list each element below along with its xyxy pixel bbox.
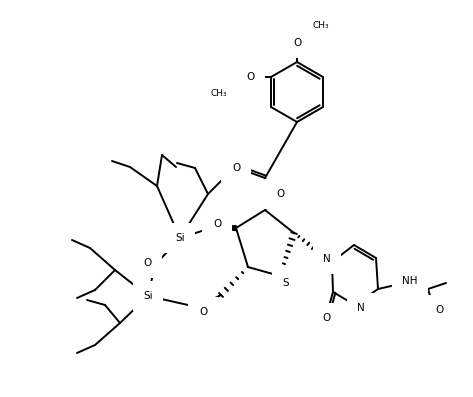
- Text: O: O: [232, 163, 240, 173]
- Text: CH₃: CH₃: [313, 21, 329, 29]
- Text: Si: Si: [175, 233, 185, 243]
- Text: O: O: [143, 258, 151, 268]
- Text: Si: Si: [143, 291, 153, 301]
- Text: O: O: [213, 219, 221, 229]
- Text: CH₃: CH₃: [210, 89, 228, 98]
- Text: O: O: [293, 38, 301, 48]
- Text: O: O: [435, 305, 443, 315]
- Text: O: O: [276, 189, 284, 199]
- Polygon shape: [265, 196, 278, 210]
- Text: NH: NH: [402, 276, 418, 286]
- Text: O: O: [322, 313, 330, 323]
- Text: S: S: [283, 278, 289, 288]
- Text: N: N: [357, 303, 365, 313]
- Text: O: O: [246, 72, 254, 82]
- Polygon shape: [211, 225, 236, 231]
- Text: N: N: [323, 254, 331, 264]
- Text: O: O: [199, 307, 207, 317]
